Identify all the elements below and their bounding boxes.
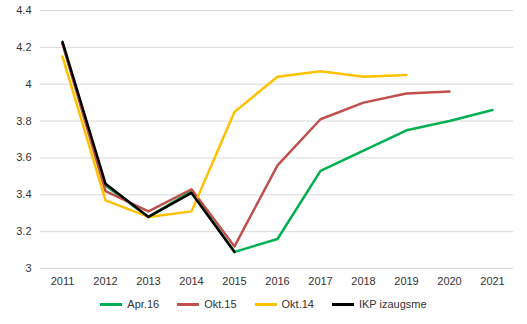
svg-text:3.2: 3.2: [16, 225, 31, 237]
svg-text:2019: 2019: [394, 275, 418, 287]
svg-text:3.4: 3.4: [16, 188, 31, 200]
svg-text:4.4: 4.4: [16, 4, 31, 16]
svg-text:2013: 2013: [136, 275, 160, 287]
svg-text:3: 3: [25, 262, 31, 274]
html-text:Okt.14: Okt.14: [281, 298, 314, 310]
svg-text:2016: 2016: [265, 275, 289, 287]
svg-text:2012: 2012: [93, 275, 117, 287]
html-text:Okt.15: Okt.15: [204, 298, 237, 310]
svg-text:2017: 2017: [308, 275, 332, 287]
svg-text:2020: 2020: [437, 275, 461, 287]
svg-text:2018: 2018: [351, 275, 375, 287]
svg-text:2014: 2014: [179, 275, 203, 287]
svg-text:4: 4: [25, 78, 31, 90]
svg-text:4.2: 4.2: [16, 41, 31, 53]
svg-text:2011: 2011: [51, 275, 75, 287]
html-text:Apr.16: Apr.16: [127, 298, 160, 310]
svg-text:3.6: 3.6: [16, 151, 31, 163]
svg-text:3.8: 3.8: [16, 115, 31, 127]
html-text:IKP izaugsme: IKP izaugsme: [359, 298, 427, 310]
svg-text:2021: 2021: [480, 275, 504, 287]
svg-text:2015: 2015: [222, 275, 246, 287]
